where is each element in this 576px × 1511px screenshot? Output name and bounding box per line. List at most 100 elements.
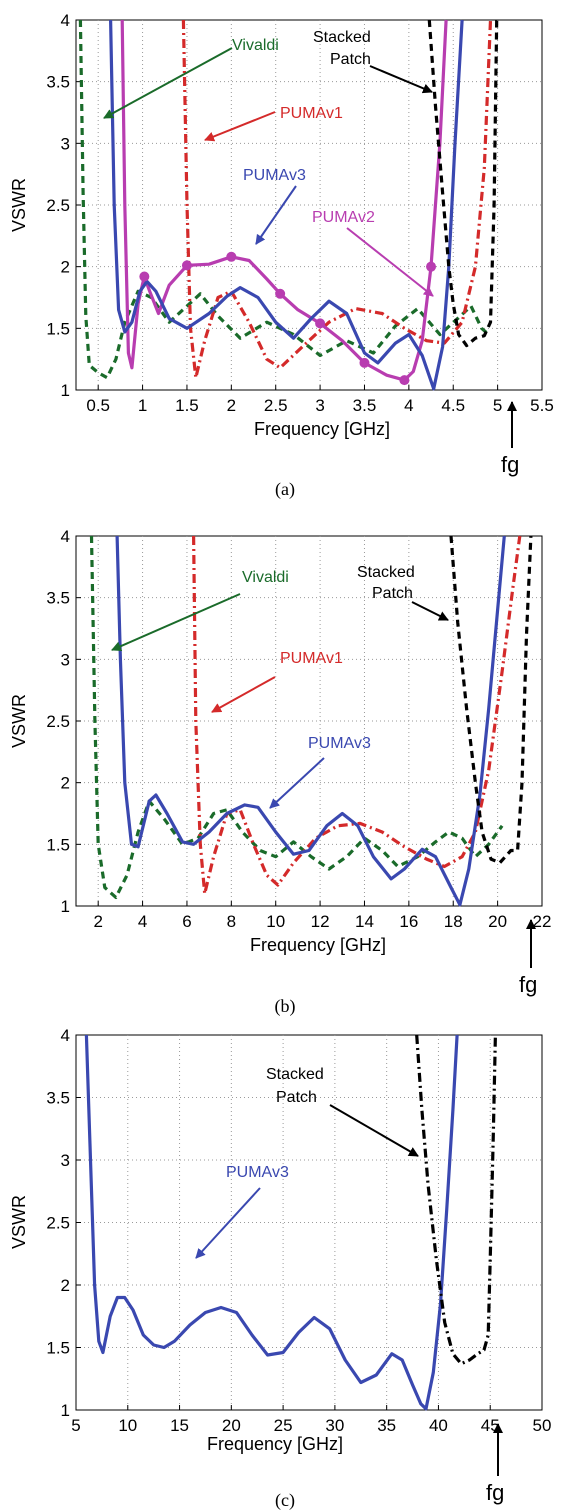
caption-a: (a) — [275, 479, 295, 500]
x-tick-label: 40 — [429, 1416, 448, 1435]
series-line-vivaldi — [78, 19, 490, 380]
x-tick-label: 25 — [274, 1416, 293, 1435]
y-tick-label: 1.5 — [46, 319, 70, 338]
ylabel-b: VSWR — [9, 694, 29, 748]
y-tick-label: 2 — [61, 1276, 70, 1295]
panel-b: 1 1.5 2 2.5 3 3.5 4 2 4 6 8 10 12 14 16 18 20 22 VSWR Fr… — [9, 527, 551, 1017]
annotation-stacked-a: Stacked — [313, 29, 371, 46]
series-line-pumav3 — [84, 1034, 459, 1411]
arrow-pumav3-b — [269, 757, 325, 809]
caption-b: (b) — [275, 996, 296, 1017]
x-tick-label: 35 — [377, 1416, 396, 1435]
y-tick-label: 2.5 — [46, 196, 70, 215]
annotation-pumav1-b: PUMAv1 — [280, 650, 343, 667]
series-group-c — [84, 1034, 497, 1411]
x-tick-label: 1.5 — [175, 396, 199, 415]
y-tick-label: 1.5 — [46, 1339, 70, 1358]
x-tick-label: 18 — [444, 912, 463, 931]
series-line-vivaldi — [89, 535, 504, 900]
x-ticks-c: 5 10 15 20 25 30 35 40 45 50 — [71, 1405, 551, 1435]
arrow-pumav1-a — [204, 111, 276, 142]
x-tick-label: 5 — [493, 396, 502, 415]
x-tick-label: 5.5 — [530, 396, 554, 415]
arrow-stacked-b — [411, 601, 449, 621]
annotation-vivaldi-b: Vivaldi — [242, 569, 289, 586]
y-tick-label: 3 — [61, 1151, 70, 1170]
y-ticks-b: 1 1.5 2 2.5 3 3.5 4 — [46, 527, 81, 916]
arrow-stacked-a — [369, 65, 433, 94]
annotation-patch-a: Patch — [330, 51, 371, 68]
series-line-pumav3 — [109, 19, 464, 391]
x-tick-label: 8 — [227, 912, 236, 931]
x-tick-label: 20 — [222, 1416, 241, 1435]
x-tick-label: 10 — [266, 912, 285, 931]
x-tick-label: 16 — [399, 912, 418, 931]
series-line-stacked-patch — [415, 1034, 497, 1366]
x-tick-label: 30 — [325, 1416, 344, 1435]
series-marker-pumav2 — [139, 271, 150, 282]
series-line-pumav1 — [181, 19, 493, 380]
x-tick-label: 2 — [93, 912, 102, 931]
x-tick-label: 2 — [227, 396, 236, 415]
series-marker-pumav2 — [399, 375, 410, 386]
x-tick-label: 15 — [170, 1416, 189, 1435]
y-tick-label: 3 — [61, 134, 70, 153]
arrow-vivaldi-a — [103, 47, 233, 119]
x-tick-label: 5 — [71, 1416, 80, 1435]
y-tick-label: 1 — [61, 1401, 70, 1420]
x-tick-label: 50 — [533, 1416, 552, 1435]
arrow-pumav1-b — [211, 676, 276, 713]
arrow-stacked-c — [329, 1104, 419, 1157]
y-tick-label: 1 — [61, 381, 70, 400]
annotation-pumav1-a: PUMAv1 — [280, 105, 343, 122]
x-tick-label: 3 — [315, 396, 324, 415]
arrow-pumav3-c — [195, 1187, 261, 1259]
x-tick-label: 4 — [404, 396, 413, 415]
y-tick-label: 3.5 — [46, 1089, 70, 1108]
x-tick-label: 20 — [488, 912, 507, 931]
annotation-patch-c: Patch — [276, 1089, 317, 1106]
x-tick-label: 1 — [138, 396, 147, 415]
xlabel-c: Frequency [GHz] — [207, 1434, 343, 1454]
x-tick-label: 6 — [182, 912, 191, 931]
y-ticks-c: 1 1.5 2 2.5 3 3.5 4 — [46, 1026, 81, 1420]
fg-label-a: fg — [501, 452, 519, 477]
annotation-pumav3-b: PUMAv3 — [308, 735, 371, 752]
fg-label-c: fg — [486, 1480, 504, 1505]
annotation-vivaldi-a: Vivaldi — [232, 37, 279, 54]
y-tick-label: 4 — [61, 11, 70, 30]
x-tick-label: 4 — [138, 912, 147, 931]
ylabel-a: VSWR — [9, 178, 29, 232]
x-tick-label: 12 — [311, 912, 330, 931]
y-tick-label: 2.5 — [46, 712, 70, 731]
panel-c: 1 1.5 2 2.5 3 3.5 4 5 10 15 20 25 30 35 40 45 50 VSWR F… — [9, 1026, 551, 1511]
series-line-stacked-patch — [427, 19, 499, 348]
y-tick-label: 4 — [61, 1026, 70, 1045]
series-marker-pumav2 — [181, 260, 192, 271]
x-tick-label: 3.5 — [353, 396, 377, 415]
series-line-pumav1 — [192, 535, 522, 896]
xlabel-a: Frequency [GHz] — [254, 419, 390, 439]
series-group-b — [89, 535, 533, 907]
y-ticks-a: 1 1.5 2 2.5 3 3.5 4 — [46, 11, 81, 400]
x-tick-label: 22 — [533, 912, 552, 931]
x-tick-label: 0.5 — [86, 396, 110, 415]
y-tick-label: 2 — [61, 774, 70, 793]
x-tick-label: 14 — [355, 912, 374, 931]
annotation-stacked-b: Stacked — [357, 564, 415, 581]
series-marker-pumav2 — [359, 357, 370, 368]
annotation-patch-b: Patch — [372, 585, 413, 602]
y-tick-label: 2.5 — [46, 1214, 70, 1233]
series-marker-pumav2 — [226, 251, 237, 262]
y-tick-label: 4 — [61, 527, 70, 546]
series-marker-pumav2 — [426, 261, 437, 272]
y-tick-label: 3.5 — [46, 73, 70, 92]
series-line-stacked-patch — [449, 535, 533, 865]
series-marker-pumav2 — [275, 288, 286, 299]
y-tick-label: 1 — [61, 897, 70, 916]
annotation-pumav2-a: PUMAv2 — [312, 209, 375, 226]
y-tick-label: 2 — [61, 258, 70, 277]
panel-a: 1 1.5 2 2.5 3 3.5 4 0.5 1 1.5 2 2.5 3 3.5 4 4.5 5 5.5 VS… — [9, 11, 554, 500]
x-tick-label: 45 — [481, 1416, 500, 1435]
